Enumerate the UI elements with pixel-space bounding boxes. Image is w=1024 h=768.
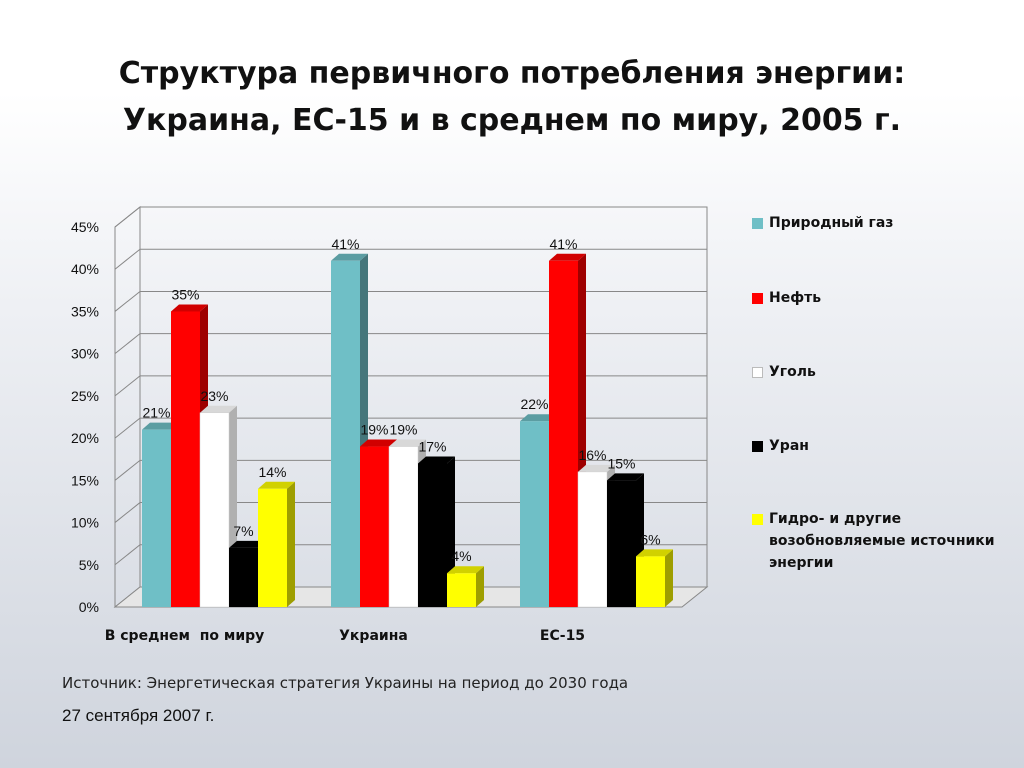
y-tick-label: 20% [71,430,99,446]
bar-top [258,481,295,489]
data-label: 19% [360,422,388,438]
legend-label-gas: Природный газ [769,215,894,231]
y-gridline [114,459,707,481]
y-gridline [114,290,707,312]
data-label: 41% [549,236,577,252]
bar-top [142,422,179,430]
y-gridline [114,333,707,355]
data-label: 22% [520,396,548,412]
bar-top [447,566,484,574]
bar-top [578,464,615,472]
bar-side [287,481,295,607]
y-gridline [114,375,707,397]
y-tick-label: 15% [71,472,99,488]
data-label: 7% [233,523,253,539]
y-gridline [114,502,707,523]
source-note: Источник: Энергетическая стратегия Украи… [62,674,629,692]
data-label: 21% [142,405,170,421]
y-tick-label: 35% [71,303,99,319]
bar-top [418,456,455,464]
data-label: 19% [389,422,417,438]
y-gridline [114,206,707,228]
bar [331,260,360,607]
category-label: В среднем по миру [105,628,265,644]
y-gridline [114,544,707,566]
data-label: 23% [200,388,228,404]
y-tick-label: 25% [71,388,99,404]
legend-swatch-coal [752,367,763,378]
bar-side [665,549,673,607]
bar-top [200,405,237,413]
y-gridline [114,417,707,439]
bar-top [520,414,557,422]
bar-top [331,253,368,261]
data-label: 6% [640,531,660,547]
bar-top [171,304,208,312]
bar [418,463,447,607]
bar [607,480,636,607]
category-label: ЕС-15 [540,628,585,644]
bar [549,260,578,607]
y-tick-label: 40% [71,261,99,277]
bar [388,446,419,608]
bar [636,556,665,607]
y-tick-label: 30% [71,346,99,362]
bar-top [360,439,397,447]
y-tick-label: 45% [71,219,99,235]
legend-swatch-oil [752,293,763,304]
bar [520,421,549,607]
bar-side [476,566,484,607]
bar [199,412,230,608]
bar [447,573,476,607]
slide-title: Структура первичного потребления энергии… [0,50,1024,144]
bar [171,311,200,607]
data-label: 35% [171,286,199,302]
bar [360,446,389,607]
title-line-1: Структура первичного потребления энергии… [118,56,906,91]
y-gridline [114,248,707,270]
legend-label-coal: Уголь [769,364,816,380]
legend-swatch-renewables [752,514,763,525]
category-label: Украина [339,628,408,644]
data-label: 41% [331,236,359,252]
y-tick-label: 5% [79,557,99,573]
bar-top [229,540,266,548]
data-label: 14% [258,464,286,480]
bar [229,547,258,607]
legend-label-uranium: Уран [769,438,809,454]
title-line-2: Украина, ЕС-15 и в среднем по миру, 2005… [122,103,902,138]
legend-swatch-gas [752,218,763,229]
bar [577,471,608,608]
bar [142,429,171,607]
bar-top [549,253,586,261]
data-label: 15% [607,455,635,471]
chart-side-wall [114,205,141,609]
y-tick-label: 0% [79,599,99,615]
bar-top [607,473,644,481]
legend-label-oil: Нефть [769,290,822,306]
data-label: 16% [578,447,606,463]
bar-top [636,549,673,557]
bar [258,488,287,607]
data-label: 4% [451,548,471,564]
legend-swatch-uranium [752,441,763,452]
data-label: 17% [418,438,446,454]
legend-label-renewables: Гидро- и другие возобновляемые источники… [769,511,995,571]
y-tick-label: 10% [71,515,99,531]
bar-top [389,439,426,447]
slide-date: 27 сентября 2007 г. [62,706,215,725]
